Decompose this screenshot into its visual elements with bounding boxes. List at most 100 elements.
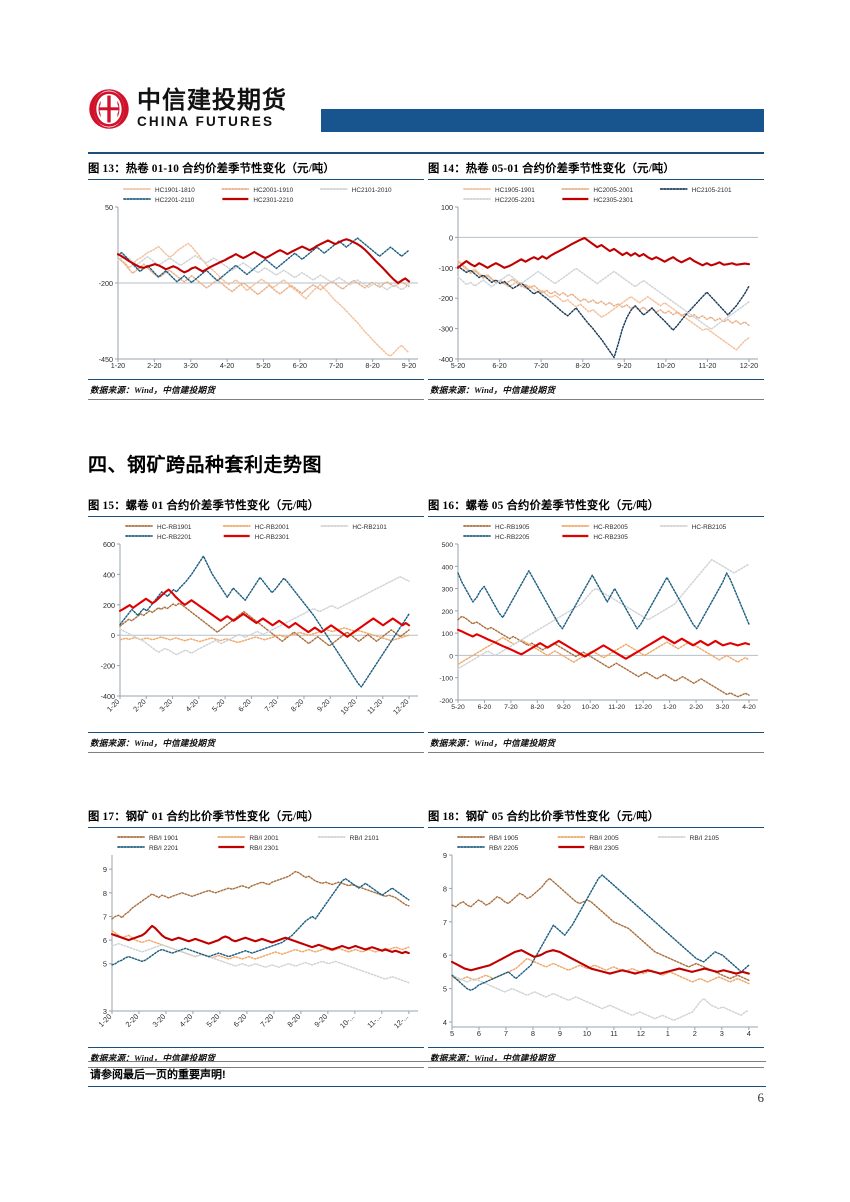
x-axis-tick: 6-20 <box>478 704 492 711</box>
x-axis-tick: 5-20 <box>451 704 465 711</box>
figure-source: 数据来源：Wind，中信建投期货 <box>428 1048 764 1069</box>
figure-title: 图 16：螺卷 05 合约价差季节性变化（元/吨） <box>428 500 660 512</box>
figure-title: 图 17：钢矿 01 合约比价季节性变化（元/吨） <box>88 811 320 823</box>
series-line <box>117 243 410 358</box>
chart-canvas: HC1905-1901 HC2005-2001 HC2105-2101 HC2205-… <box>439 187 759 370</box>
x-axis-tick: 3-20 <box>157 697 174 714</box>
x-axis-tick: 3-20 <box>184 361 198 370</box>
x-axis-tick: 12-20 <box>634 704 652 711</box>
figure-source: 数据来源：Wind，中信建投期货 <box>88 733 424 754</box>
y-axis-tick: 400 <box>442 565 454 572</box>
series-line <box>457 268 750 331</box>
x-axis-tick: 7 <box>504 1029 508 1038</box>
figure-source: 数据来源：Wind，中信建投期货 <box>428 733 764 754</box>
series-line <box>116 238 411 285</box>
figure-chart-area: RB/I 1901 RB/I 2001 RB/I 2101 RB/I 2201 RB/I… <box>88 828 424 1049</box>
page-number: 6 <box>757 1090 765 1105</box>
y-axis-tick: 5 <box>443 985 447 994</box>
x-axis-tick: 12 <box>637 1029 645 1038</box>
y-axis-tick: 0 <box>449 234 453 243</box>
y-axis-tick: 4 <box>443 1018 447 1027</box>
legend-label: RB/I 2305 <box>589 845 619 852</box>
x-axis-tick: 9-20 <box>402 361 416 370</box>
section-heading: 四、钢矿跨品种套利走势图 <box>88 455 323 476</box>
x-axis-tick: 10-20 <box>657 361 675 370</box>
figure-title: 图 14：热卷 05-01 合约价差季节性变化（元/吨） <box>428 163 675 175</box>
legend-label: HC-RB2101 <box>352 524 387 531</box>
figure-block-17: 图 17：钢矿 01 合约比价季节性变化（元/吨） RB/I 1901 RB/I 2… <box>88 808 424 1069</box>
x-axis-tick: 4 <box>747 1029 751 1038</box>
y-axis-tick: 9 <box>103 866 107 875</box>
figure-title-rule <box>428 179 764 181</box>
series-line <box>451 874 750 992</box>
figure-source: 数据来源：Wind，中信建投期货 <box>88 380 424 401</box>
y-axis-tick: 6 <box>443 952 447 961</box>
legend-label: RB/I 1905 <box>489 835 519 842</box>
x-axis-tick: 5-20 <box>205 1012 222 1029</box>
x-axis-tick: 9 <box>558 1029 562 1038</box>
legend-label: HC2105-2101 <box>692 187 732 194</box>
x-axis-tick: 2-20 <box>124 1012 141 1029</box>
legend-label: HC-RB2201 <box>157 534 192 541</box>
legend-label: RB/I 2205 <box>489 845 519 852</box>
x-axis-tick: 9-20 <box>315 697 332 714</box>
legend-label: RB/I 2001 <box>249 835 279 842</box>
x-axis-tick: 9-20 <box>557 704 571 711</box>
x-axis-tick: 12-20 <box>391 697 410 716</box>
series-line <box>118 588 411 639</box>
citic-logo-icon <box>89 89 129 129</box>
figure-chart-area: HC1901-1810 HC2001-1910 HC2101-2010 HC2201-… <box>88 180 424 381</box>
series-line <box>457 261 750 327</box>
x-axis-tick: 7-20 <box>534 361 548 370</box>
series-line <box>117 237 410 284</box>
figure-block-18: 图 18：钢矿 05 合约比价季节性变化（元/吨） RB/I 1905 RB/I 2… <box>428 808 764 1069</box>
series-line <box>119 627 410 644</box>
x-axis-tick: 8-20 <box>365 361 379 370</box>
figure-chart-area: HC-RB1901 HC-RB2001 HC-RB2101 HC-RB2201 HC-R… <box>88 517 424 734</box>
legend-label: RB/I 2101 <box>350 835 380 842</box>
legend-label: HC2305-2301 <box>593 197 633 204</box>
series-line <box>119 576 410 656</box>
legend-label: RB/I 2201 <box>149 845 179 852</box>
x-axis-tick: 8-20 <box>576 361 590 370</box>
x-axis-tick: 6-20 <box>236 697 253 714</box>
page-header: 中信建投期货 CHINA FUTURES <box>88 88 764 146</box>
x-axis-tick: 10-20 <box>339 697 358 716</box>
header-accent-bar <box>321 109 764 132</box>
series-line <box>457 265 750 359</box>
legend-label: HC2101-2010 <box>352 187 392 194</box>
y-axis-tick: -200 <box>99 279 113 288</box>
x-axis-tick: 6-20 <box>293 361 307 370</box>
logo-text-en: CHINA FUTURES <box>137 114 275 130</box>
y-axis-tick: 8 <box>443 885 447 894</box>
figure-title-rule <box>88 516 424 518</box>
series-line <box>111 878 410 967</box>
series-line <box>456 237 751 270</box>
x-axis-tick: 8-20 <box>289 697 306 714</box>
y-axis-tick: 600 <box>103 540 115 549</box>
legend-label: HC-RB2205 <box>495 534 530 541</box>
x-axis-tick: 2-20 <box>689 704 703 711</box>
y-axis-tick: 200 <box>103 601 115 610</box>
y-axis-tick: -100 <box>439 676 453 683</box>
y-axis-tick: -450 <box>99 355 113 364</box>
chart-canvas: HC-RB1905 HC-RB2005 HC-RB2105 HC-RB2205 HC-R… <box>439 524 758 711</box>
x-axis-tick: 10-20 <box>582 704 600 711</box>
series-line <box>457 637 750 666</box>
y-axis-tick: 500 <box>442 542 454 549</box>
figure-title-rule <box>88 827 424 829</box>
figure-block-14: 图 14：热卷 05-01 合约价差季节性变化（元/吨） HC1905-1901 H… <box>428 160 764 401</box>
x-axis-tick: 3 <box>720 1029 724 1038</box>
x-axis-tick: 7-20 <box>263 697 280 714</box>
y-axis-tick: 50 <box>105 203 113 212</box>
series-line <box>451 878 750 982</box>
figure-block-16: 图 16：螺卷 05 合约价差季节性变化（元/吨） HC-RB1905 HC-RB2… <box>428 497 764 754</box>
x-axis-tick: 5 <box>450 1029 454 1038</box>
legend-label: RB/I 1901 <box>149 835 179 842</box>
y-axis-tick: 300 <box>442 587 454 594</box>
chart-canvas: RB/I 1901 RB/I 2001 RB/I 2101 RB/I 2201 RB/I… <box>97 835 418 1031</box>
series-line <box>117 257 410 296</box>
y-axis-tick: 6 <box>103 936 107 945</box>
y-axis-tick: 7 <box>443 918 447 927</box>
x-axis-tick: 8-20 <box>531 704 545 711</box>
